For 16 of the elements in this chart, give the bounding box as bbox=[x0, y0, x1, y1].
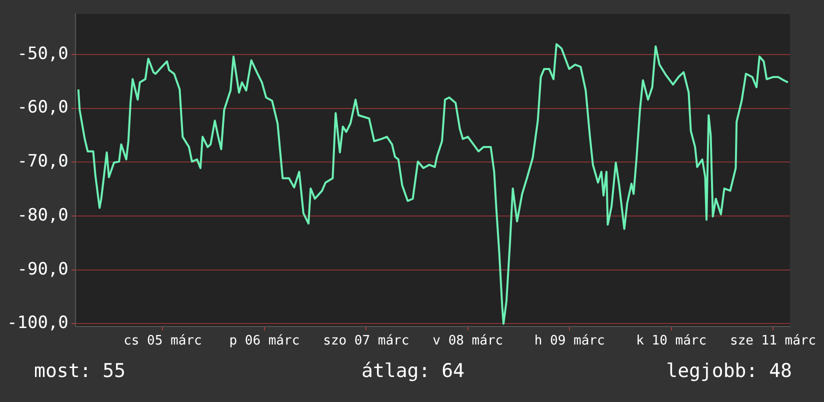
x-tick-label: h 09 márc bbox=[534, 334, 605, 349]
text: átlag: 64 bbox=[360, 360, 466, 382]
y-tick-label: -100,0 bbox=[6, 313, 68, 334]
x-tick-label: v 08 márc bbox=[432, 334, 504, 349]
y-tick-label: -90,0 bbox=[17, 259, 68, 280]
y-tick-label: -50,0 bbox=[17, 44, 68, 64]
x-tick-label: szo 07 márc bbox=[323, 334, 410, 349]
text: most: 55 bbox=[34, 360, 127, 382]
y-tick-label: -70,0 bbox=[17, 152, 68, 172]
x-tick-label: k 10 márc bbox=[636, 334, 707, 349]
x-tick-label: sze 11 márc bbox=[730, 334, 816, 349]
y-tick-label: -80,0 bbox=[17, 205, 68, 226]
x-tick-label: cs 05 márc bbox=[124, 334, 202, 349]
text: legjobb: 48 bbox=[665, 360, 792, 382]
y-tick-label: -60,0 bbox=[17, 98, 68, 118]
x-tick-label: p 06 márc bbox=[229, 334, 300, 349]
